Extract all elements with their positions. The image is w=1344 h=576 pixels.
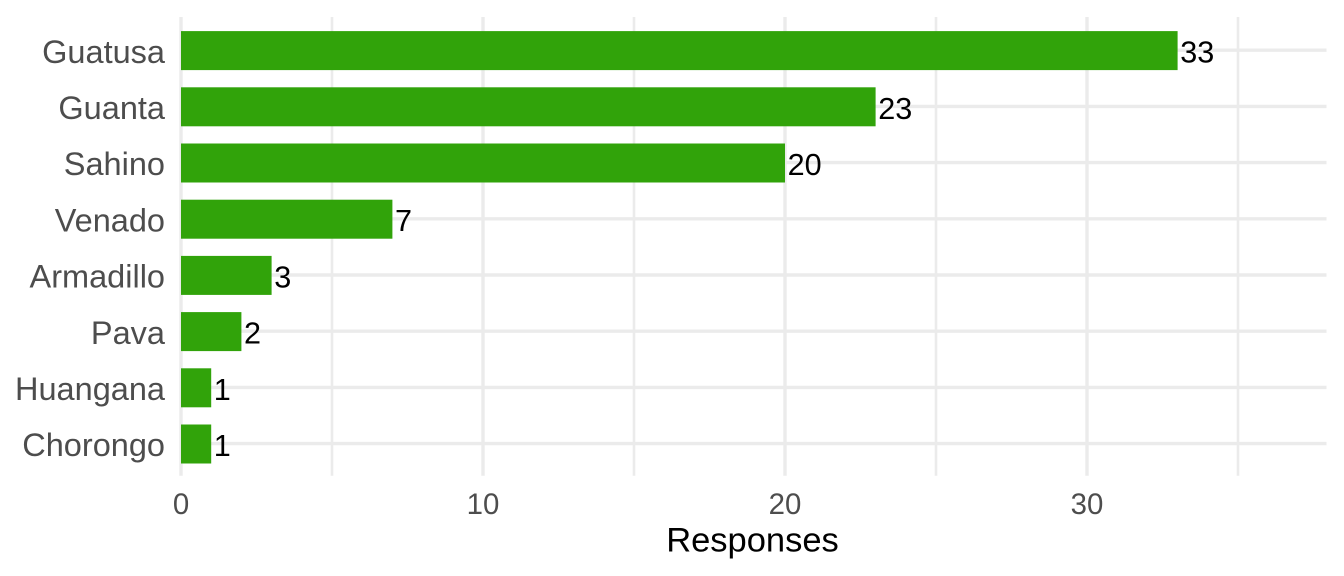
- svg-text:7: 7: [395, 204, 412, 238]
- svg-text:23: 23: [878, 92, 912, 126]
- svg-text:Venado: Venado: [55, 202, 165, 238]
- svg-text:Huangana: Huangana: [15, 371, 166, 407]
- svg-text:Armadillo: Armadillo: [30, 259, 165, 295]
- svg-text:20: 20: [788, 148, 822, 182]
- svg-text:10: 10: [467, 488, 500, 521]
- svg-text:Sahino: Sahino: [64, 146, 165, 182]
- svg-text:30: 30: [1071, 488, 1104, 521]
- svg-text:Chorongo: Chorongo: [22, 427, 165, 463]
- svg-text:1: 1: [214, 429, 231, 463]
- svg-text:0: 0: [173, 488, 189, 521]
- svg-text:3: 3: [274, 260, 291, 294]
- svg-text:Guatusa: Guatusa: [42, 34, 166, 70]
- svg-text:33: 33: [1180, 36, 1214, 70]
- svg-text:Pava: Pava: [91, 315, 166, 351]
- svg-text:1: 1: [214, 373, 231, 407]
- svg-text:Responses: Responses: [666, 522, 839, 560]
- svg-text:20: 20: [769, 488, 802, 521]
- svg-text:Guanta: Guanta: [58, 90, 166, 126]
- svg-text:2: 2: [244, 317, 261, 351]
